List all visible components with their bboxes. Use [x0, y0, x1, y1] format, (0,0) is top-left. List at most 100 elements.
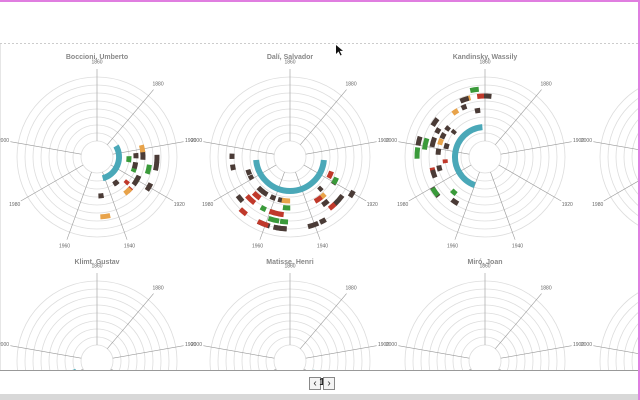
year-label: 1880	[541, 82, 552, 88]
year-label: 1860	[479, 263, 490, 269]
year-label: 1960	[447, 244, 458, 250]
work-block	[123, 179, 130, 186]
prev-button[interactable]: ‹	[309, 377, 321, 390]
work-block	[139, 144, 146, 153]
work-block	[260, 385, 263, 388]
work-block	[459, 95, 470, 104]
year-label: 1980	[397, 202, 408, 208]
work-block	[133, 174, 142, 184]
spoke	[66, 171, 92, 240]
ring	[273, 140, 307, 174]
year-label: 1980	[9, 202, 20, 208]
ring	[623, 119, 638, 195]
work-block	[421, 137, 430, 150]
ring	[623, 323, 638, 370]
year-label: 2000	[386, 138, 397, 144]
work-block	[307, 220, 320, 230]
spoke	[593, 345, 638, 354]
work-block	[144, 164, 152, 175]
year-label: 1920	[174, 202, 185, 208]
work-block	[74, 388, 79, 391]
spoke	[498, 164, 562, 202]
year-label: 1940	[124, 244, 135, 250]
work-block	[321, 198, 330, 208]
ring	[80, 344, 114, 370]
timeline-arc	[477, 382, 497, 385]
work-block	[267, 215, 280, 224]
work-block	[123, 186, 133, 196]
spoke	[495, 293, 542, 349]
cursor	[336, 45, 343, 56]
work-block	[430, 117, 440, 127]
year-label: 2000	[0, 342, 9, 348]
ring	[468, 344, 502, 370]
work-block	[444, 125, 451, 132]
spoke	[398, 345, 470, 359]
year-label: 1900	[185, 342, 196, 348]
top-border	[0, 0, 640, 2]
work-block	[268, 208, 281, 217]
spoke	[300, 89, 347, 145]
ring	[631, 132, 638, 182]
year-label: 1900	[573, 342, 584, 348]
work-block	[112, 392, 115, 394]
work-block	[435, 148, 442, 155]
spoke	[107, 89, 154, 145]
work-block	[430, 186, 440, 198]
year-label: 1860	[91, 263, 102, 269]
year-label: 1860	[479, 59, 490, 65]
year-label: 1900	[378, 138, 389, 144]
work-block	[98, 192, 104, 199]
artist-title: Boccioni, Umberto	[66, 54, 128, 61]
work-block	[245, 194, 257, 205]
artist-title: Matisse, Henri	[266, 259, 314, 266]
work-block	[474, 107, 481, 114]
work-block	[347, 189, 356, 199]
year-label: 1900	[185, 138, 196, 144]
spoke	[593, 141, 638, 150]
spoke	[603, 180, 638, 202]
spoke	[500, 141, 572, 155]
year-label: 1940	[512, 244, 523, 250]
ring	[468, 140, 502, 174]
timeline-arc	[72, 368, 76, 370]
work-block	[153, 162, 160, 171]
spoke	[20, 164, 84, 202]
work-block	[130, 167, 137, 173]
work-block	[245, 168, 253, 176]
work-block	[319, 192, 327, 200]
work-block	[269, 194, 277, 201]
work-block	[318, 217, 327, 225]
work-block	[443, 142, 450, 150]
year-label: 1900	[378, 342, 389, 348]
work-block	[430, 169, 438, 179]
spoke	[259, 171, 285, 240]
timeline-arc	[452, 124, 483, 189]
year-label: 2000	[581, 138, 592, 144]
spoke	[300, 293, 347, 349]
spoke	[203, 345, 275, 359]
work-block	[327, 202, 337, 211]
next-button[interactable]: ›	[323, 377, 335, 390]
work-block	[272, 224, 287, 232]
work-block	[256, 185, 266, 195]
work-block	[253, 387, 258, 393]
year-label: 1900	[573, 138, 584, 144]
spoke	[112, 141, 184, 155]
chart-grid: 1860 1880 1900 1920 1940 1960 1980 2000 Boccioni…	[0, 54, 638, 394]
year-label: 1880	[541, 286, 552, 292]
spoke	[305, 141, 377, 155]
year-label: 2000	[191, 342, 202, 348]
year-label: 1960	[59, 244, 70, 250]
timeline-arc	[253, 159, 327, 194]
spoke	[500, 345, 572, 359]
year-label: 1920	[367, 202, 378, 208]
work-block	[451, 108, 460, 116]
ring	[615, 312, 638, 370]
spoke	[295, 171, 321, 240]
year-label: 2000	[386, 342, 397, 348]
work-block	[450, 188, 458, 197]
